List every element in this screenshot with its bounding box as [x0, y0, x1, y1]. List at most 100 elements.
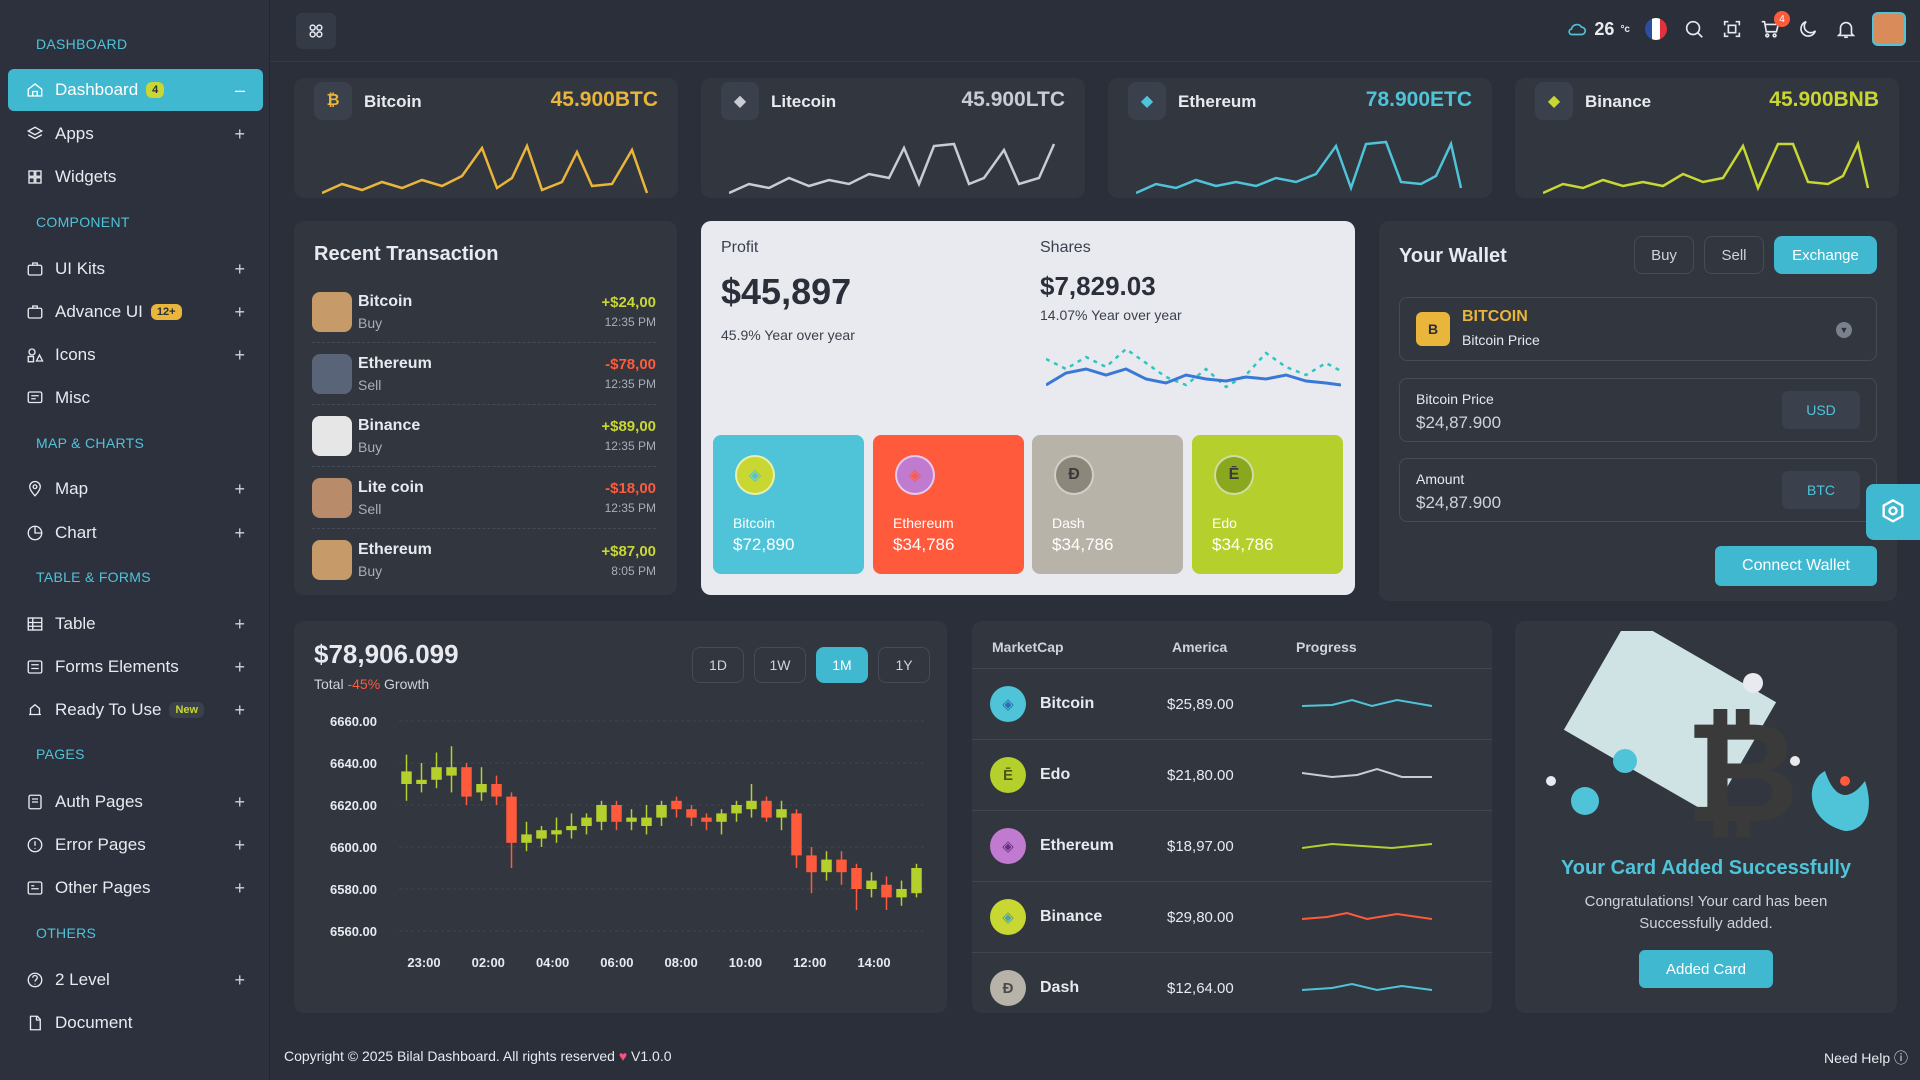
topbar: 26 °c 4	[270, 0, 1920, 62]
table-row[interactable]: ◈ Bitcoin $25,89.00	[972, 668, 1492, 739]
sidebar-item-advance-ui[interactable]: Advance UI 12+ +	[8, 291, 263, 333]
collapse-icon[interactable]: –	[234, 79, 245, 100]
price-field[interactable]: Bitcoin Price $24,87.900 USD	[1399, 378, 1877, 442]
sparkline	[1136, 140, 1463, 195]
tx-name: Bitcoin	[358, 292, 413, 310]
user-avatar[interactable]	[1872, 12, 1906, 46]
expand-icon[interactable]: +	[234, 478, 245, 499]
tile-edo[interactable]: Ē Edo $34,786	[1192, 435, 1343, 574]
error-icon	[25, 835, 45, 855]
expand-icon[interactable]: +	[234, 877, 245, 898]
expand-icon[interactable]: +	[234, 301, 245, 322]
expand-icon[interactable]: +	[234, 344, 245, 365]
sidebar-item-label: Other Pages	[55, 878, 151, 897]
added-card-button[interactable]: Added Card	[1639, 950, 1773, 988]
sidebar-item-chart[interactable]: Chart +	[8, 512, 263, 554]
expand-icon[interactable]: +	[234, 791, 245, 812]
candle-body	[731, 805, 742, 814]
range-1d[interactable]: 1D	[692, 647, 744, 683]
expand-icon[interactable]: +	[234, 834, 245, 855]
table-row[interactable]: ◈ Binance $29,80.00	[972, 881, 1492, 952]
sidebar-item-ready-to-use[interactable]: Ready To Use New +	[8, 689, 263, 731]
sidebar-item-apps[interactable]: Apps +	[8, 113, 263, 155]
tx-amount: +$89,00	[601, 418, 656, 435]
recent-transaction-card: Recent Transaction Bitcoin Buy +$24,00 12:…	[294, 221, 677, 595]
weather-widget[interactable]: 26 °c	[1566, 18, 1630, 40]
table-row[interactable]: Đ Dash $12,64.00	[972, 952, 1492, 1013]
expand-icon[interactable]: +	[234, 123, 245, 144]
settings-button[interactable]	[1866, 484, 1920, 540]
bitcoin-icon: ₿	[314, 82, 352, 120]
sidebar-item-dashboard[interactable]: Dashboard 4 –	[8, 69, 263, 111]
x-tick-label: 06:00	[600, 955, 633, 970]
sidebar-item-other-pages[interactable]: Other Pages +	[8, 867, 263, 909]
sidebar-item-label: Document	[55, 1013, 133, 1032]
coin-selector[interactable]: B BITCOIN Bitcoin Price ▼	[1399, 297, 1877, 361]
amount-field[interactable]: Amount $24,87.900 BTC	[1399, 458, 1877, 522]
transaction-row[interactable]: Ethereum Buy +$87,00 8:05 PM	[312, 529, 656, 591]
sidebar-section-others: OTHERS	[36, 925, 97, 941]
sidebar-item-ui-kits[interactable]: UI Kits +	[8, 248, 263, 290]
candle-body	[491, 784, 502, 797]
sidebar-item-misc[interactable]: Misc	[8, 377, 263, 419]
sidebar-item-2-level[interactable]: 2 Level +	[8, 959, 263, 1001]
dash-coin-icon: Đ	[1054, 455, 1094, 495]
expand-icon[interactable]: +	[234, 613, 245, 634]
misc-icon	[25, 388, 45, 408]
search-button[interactable]	[1682, 17, 1706, 41]
language-selector[interactable]	[1644, 17, 1668, 41]
cart-button[interactable]: 4	[1758, 11, 1790, 41]
transaction-row[interactable]: Bitcoin Buy +$24,00 12:35 PM	[312, 281, 656, 343]
transaction-row[interactable]: Lite coin Sell -$18,00 12:35 PM	[312, 467, 656, 529]
transaction-row[interactable]: Ethereum Sell -$78,00 12:35 PM	[312, 343, 656, 405]
candle-body	[776, 809, 787, 818]
expand-icon[interactable]: +	[234, 522, 245, 543]
binance-icon: ◆	[1535, 82, 1573, 120]
need-help-link[interactable]: Need Help ⓘ	[1824, 1048, 1908, 1068]
currency-select[interactable]: USD	[1782, 391, 1860, 429]
transaction-row[interactable]: Binance Buy +$89,00 12:35 PM	[312, 405, 656, 467]
sidebar-section-pages: PAGES	[36, 746, 85, 762]
expand-icon[interactable]: +	[234, 258, 245, 279]
notifications-button[interactable]	[1834, 17, 1858, 41]
sidebar-item-label: 2 Level	[55, 970, 110, 989]
buy-button[interactable]: Buy	[1634, 236, 1694, 274]
sidebar-item-icons[interactable]: Icons +	[8, 334, 263, 376]
sidebar-item-widgets[interactable]: Widgets	[8, 156, 263, 198]
candle-body	[581, 817, 592, 826]
sidebar-item-label: Dashboard	[55, 80, 139, 99]
expand-icon[interactable]: +	[234, 969, 245, 990]
briefcase-icon	[25, 259, 45, 279]
exchange-button[interactable]: Exchange	[1774, 236, 1877, 274]
fullscreen-button[interactable]	[1720, 17, 1744, 41]
sidebar-item-label: Misc	[55, 388, 90, 407]
sidebar-item-forms-elements[interactable]: Forms Elements +	[8, 646, 263, 688]
sidebar-item-error-pages[interactable]: Error Pages +	[8, 824, 263, 866]
sidebar-item-auth-pages[interactable]: Auth Pages +	[8, 781, 263, 823]
range-1w[interactable]: 1W	[754, 647, 806, 683]
table-row[interactable]: Ē Edo $21,80.00	[972, 739, 1492, 810]
tile-dash[interactable]: Đ Dash $34,786	[1032, 435, 1183, 574]
field-value: $24,87.900	[1416, 413, 1502, 432]
range-1m[interactable]: 1M	[816, 647, 868, 683]
range-1y[interactable]: 1Y	[878, 647, 930, 683]
table-row[interactable]: ◈ Ethereum $18,97.00	[972, 810, 1492, 881]
candle-body	[611, 805, 622, 822]
sidebar-item-table[interactable]: Table +	[8, 603, 263, 645]
expand-icon[interactable]: +	[234, 699, 245, 720]
sidebar-item-map[interactable]: Map +	[8, 468, 263, 510]
coin-select[interactable]: BTC	[1782, 471, 1860, 509]
level-icon	[25, 970, 45, 990]
apps-grid-button[interactable]	[296, 13, 336, 49]
coin-value: $12,64.00	[1167, 979, 1234, 997]
card-added-illustration: ₿	[1546, 631, 1869, 841]
sell-button[interactable]: Sell	[1704, 236, 1764, 274]
coin-sub: Bitcoin Price	[1462, 332, 1540, 348]
layers-icon	[25, 124, 45, 144]
tile-bitcoin[interactable]: ◈ Bitcoin $72,890	[713, 435, 864, 574]
connect-wallet-button[interactable]: Connect Wallet	[1715, 546, 1877, 586]
sidebar-item-document[interactable]: Document	[8, 1002, 263, 1044]
expand-icon[interactable]: +	[234, 656, 245, 677]
tile-ethereum[interactable]: ◈ Ethereum $34,786	[873, 435, 1024, 574]
theme-toggle[interactable]	[1796, 17, 1820, 41]
